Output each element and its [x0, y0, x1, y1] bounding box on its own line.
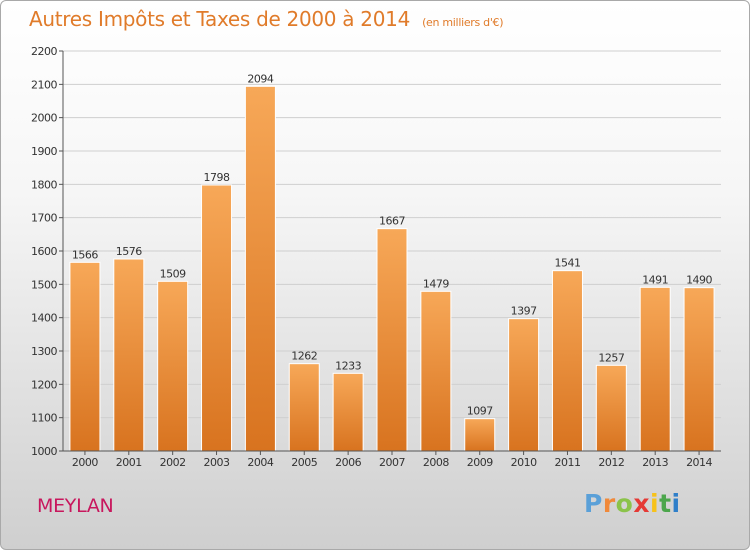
y-tick-label: 1900 [31, 145, 57, 158]
bar [332, 372, 364, 452]
x-tick-label: 2000 [72, 456, 98, 469]
y-tick-label: 1000 [31, 445, 57, 458]
axes [59, 50, 721, 455]
data-label: 1541 [554, 257, 580, 270]
x-tick-label: 2002 [160, 456, 186, 469]
x-tick-label: 2003 [204, 456, 230, 469]
data-label: 1233 [335, 359, 361, 372]
chart-unit: (en milliers d'€) [422, 16, 504, 29]
logo-letter: P [584, 489, 603, 518]
bar [420, 290, 452, 452]
y-tick-label: 1400 [31, 312, 57, 325]
y-tick-label: 2200 [31, 45, 57, 58]
logo-letter: o [615, 489, 634, 518]
y-tick-label: 2000 [31, 112, 57, 125]
x-tick-label: 2008 [423, 456, 449, 469]
bar [157, 280, 189, 452]
labels: 1000 1100 1200 1300 1400 1500 1600 1700 1800 1900… [31, 45, 713, 469]
data-label: 2094 [247, 72, 273, 85]
x-tick-label: 2005 [291, 456, 317, 469]
bar [464, 418, 496, 452]
data-label: 1667 [379, 215, 405, 228]
x-tick-label: 2001 [116, 456, 142, 469]
data-label: 1490 [686, 274, 712, 287]
data-label: 1397 [511, 305, 537, 318]
chart-title-line: Autres Impôts et Taxes de 2000 à 2014 (e… [29, 7, 504, 31]
data-label: 1566 [72, 248, 98, 261]
x-tick-label: 2004 [247, 456, 273, 469]
data-label: 1576 [116, 245, 142, 258]
bar [683, 287, 715, 452]
bar [508, 318, 540, 452]
bar [69, 261, 101, 452]
x-tick-label: 2011 [554, 456, 580, 469]
y-tick-label: 2100 [31, 78, 57, 91]
proxiti-logo[interactable]: Proxiti [584, 489, 681, 518]
y-tick-label: 1100 [31, 412, 57, 425]
bar [551, 270, 583, 452]
bars [69, 85, 715, 452]
data-label: 1509 [160, 267, 186, 280]
bar [244, 85, 276, 452]
y-tick-label: 1600 [31, 245, 57, 258]
chart-title: Autres Impôts et Taxes de 2000 à 2014 [29, 7, 410, 31]
data-label: 1262 [291, 350, 317, 363]
logo-letter: i [650, 489, 660, 518]
bar [201, 184, 233, 452]
y-tick-label: 1300 [31, 345, 57, 358]
data-label: 1479 [423, 277, 449, 290]
y-tick-label: 1800 [31, 178, 57, 191]
x-tick-label: 2009 [467, 456, 493, 469]
data-label: 1491 [642, 273, 668, 286]
y-tick-label: 1200 [31, 378, 57, 391]
logo-letter: x [633, 489, 650, 518]
x-tick-label: 2010 [511, 456, 537, 469]
x-tick-label: 2006 [335, 456, 361, 469]
bar [595, 364, 627, 452]
data-label: 1798 [204, 171, 230, 184]
x-tick-label: 2007 [379, 456, 405, 469]
bar [113, 258, 145, 452]
bar [288, 363, 320, 452]
y-tick-label: 1700 [31, 212, 57, 225]
x-tick-label: 2012 [598, 456, 624, 469]
data-label: 1257 [598, 351, 624, 364]
bar [376, 228, 408, 452]
logo-letter: r [602, 489, 616, 518]
y-tick-label: 1500 [31, 278, 57, 291]
bar [639, 286, 671, 452]
data-label: 1097 [467, 405, 493, 418]
x-tick-label: 2013 [642, 456, 668, 469]
logo-letter: i [671, 489, 681, 518]
logo-letter: t [659, 489, 672, 518]
city-name: MEYLAN [37, 495, 114, 517]
x-tick-label: 2014 [686, 456, 712, 469]
